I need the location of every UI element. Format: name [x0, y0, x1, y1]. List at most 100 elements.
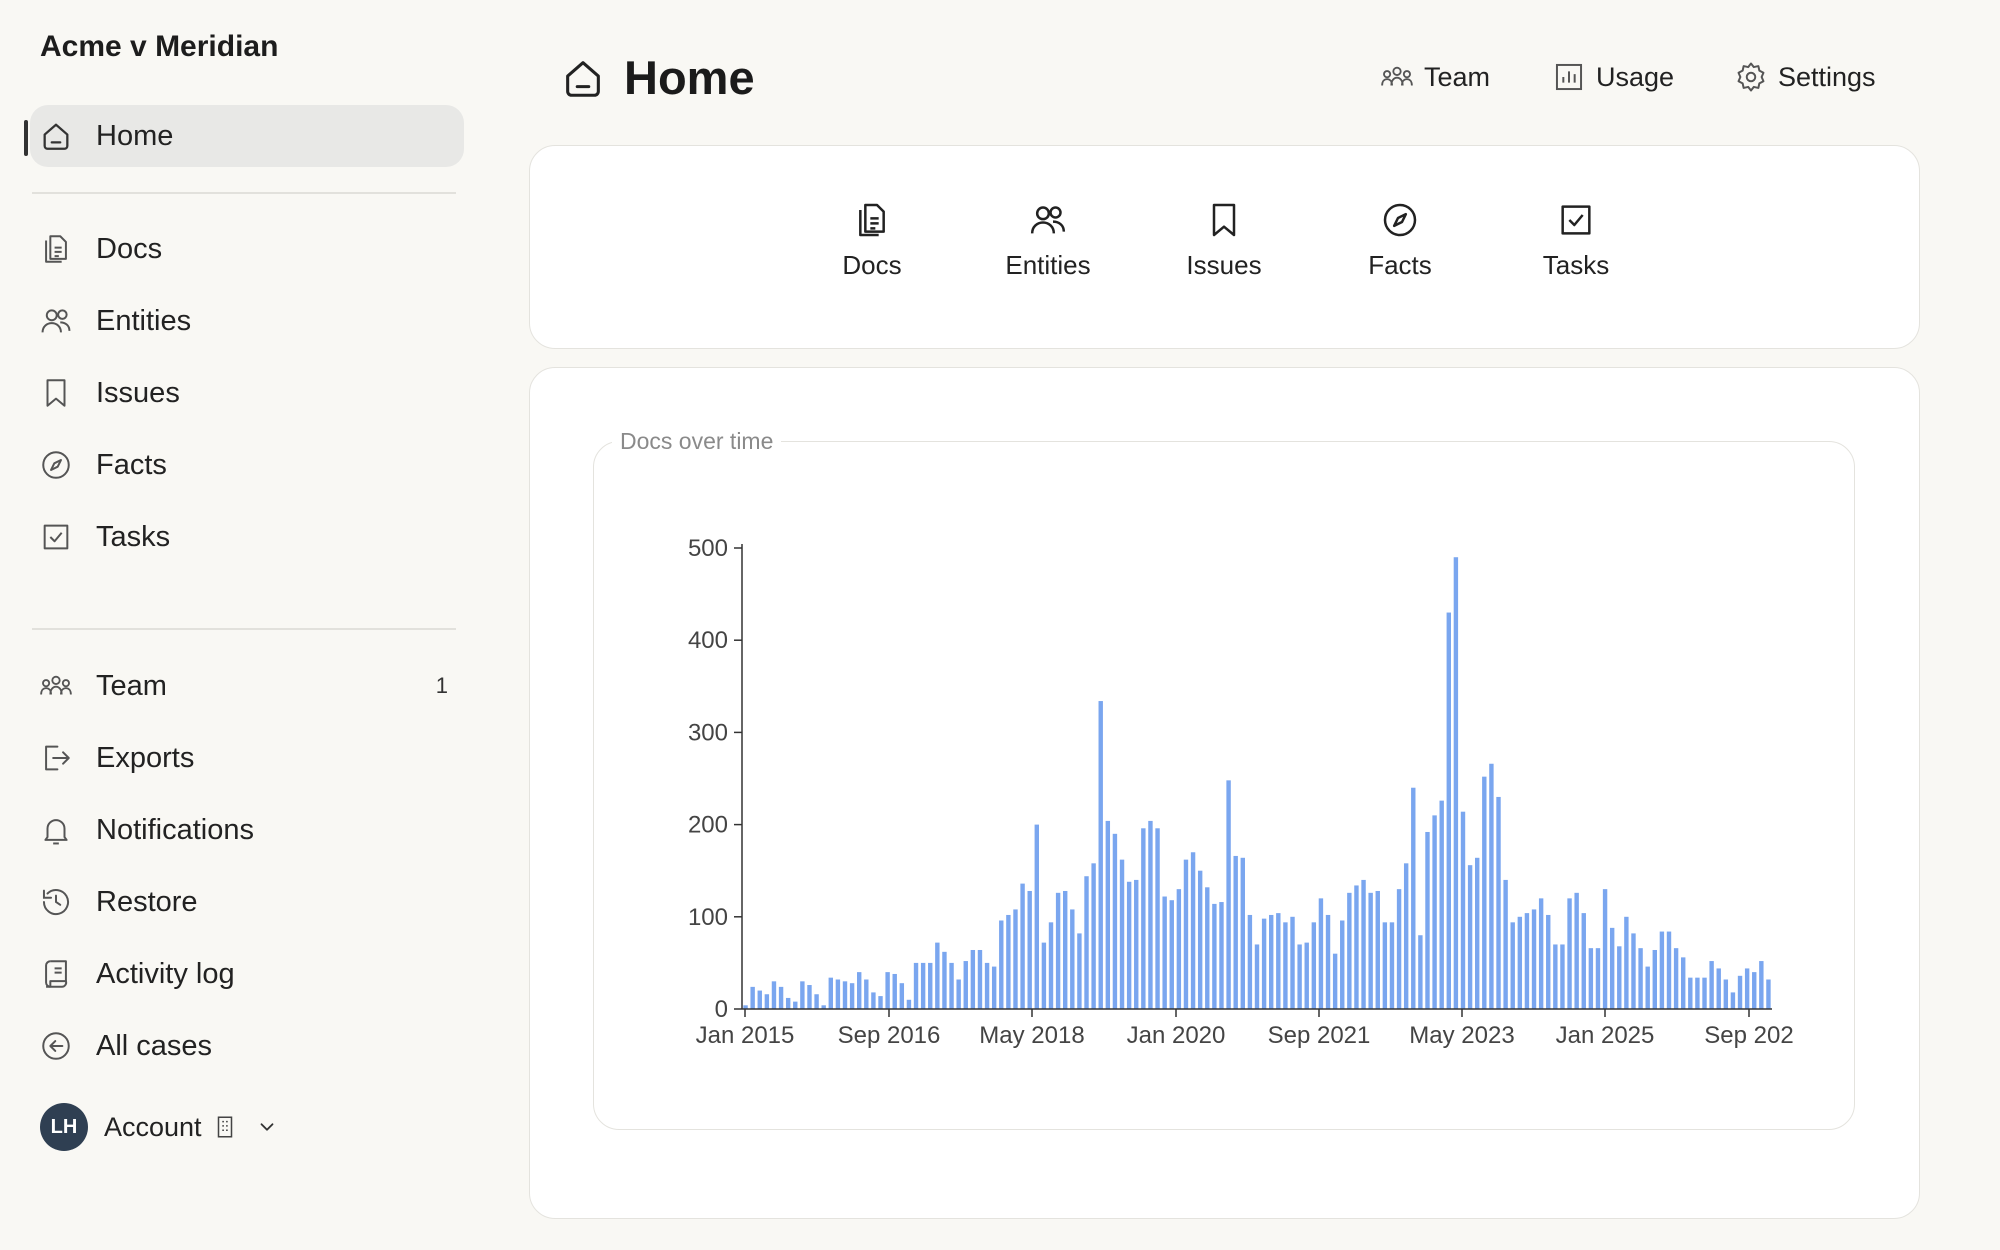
chart-bar — [1418, 935, 1423, 1009]
sidebar-item-label: Issues — [96, 376, 180, 409]
chart-bar — [913, 962, 919, 1009]
chart-bar — [999, 920, 1004, 1009]
chart-bar — [1439, 800, 1444, 1009]
export-icon — [38, 740, 74, 776]
sidebar: Acme v Meridian Home Docs Entities Issue… — [0, 0, 480, 1250]
chart-bar — [885, 972, 890, 1009]
x-tick-label: Jan 2025 — [1556, 1022, 1655, 1049]
sidebar-item-label: Facts — [96, 448, 167, 481]
chart-bar — [814, 994, 819, 1009]
sidebar-item-exports[interactable]: Exports — [30, 727, 464, 789]
usage-icon — [1555, 63, 1583, 91]
chart-bar — [1006, 914, 1011, 1009]
quick-link-entities[interactable]: Entities — [978, 200, 1118, 281]
chart-bar — [1134, 879, 1139, 1009]
header-link-label: Usage — [1596, 61, 1675, 92]
y-tick-label: 0 — [715, 996, 728, 1023]
quick-link-facts[interactable]: Facts — [1330, 200, 1470, 281]
chart-bar — [1730, 992, 1736, 1009]
chart-bar — [1709, 961, 1714, 1009]
chart-bar — [1723, 979, 1729, 1009]
gear-icon — [1737, 62, 1765, 92]
account-menu[interactable]: LH Account — [40, 1103, 278, 1151]
chart-bar — [1205, 887, 1210, 1009]
chart-bar — [1453, 557, 1459, 1009]
chart-bar — [1063, 890, 1068, 1009]
sidebar-item-restore[interactable]: Restore — [30, 871, 464, 933]
team-icon — [38, 668, 74, 704]
chart-bar — [821, 1005, 826, 1009]
chart-bar — [1176, 889, 1182, 1009]
sidebar-item-docs[interactable]: Docs — [30, 218, 464, 280]
docs-icon — [859, 203, 885, 237]
chart-card — [529, 367, 1920, 1219]
chart-bar — [1681, 957, 1686, 1009]
quick-link-issues[interactable]: Issues — [1154, 200, 1294, 281]
chart-bar — [1112, 833, 1118, 1009]
chart-bar — [899, 983, 905, 1009]
quick-link-tasks[interactable]: Tasks — [1506, 200, 1646, 281]
chart-bar — [963, 961, 968, 1009]
sidebar-item-label: Team — [96, 669, 167, 702]
chart-bar — [1688, 977, 1693, 1009]
active-indicator — [24, 120, 28, 156]
chart-bar — [1283, 922, 1288, 1009]
chart-bar — [1631, 933, 1636, 1009]
sidebar-item-team[interactable]: Team 1 — [30, 655, 464, 717]
quick-link-label: Entities — [1005, 250, 1091, 280]
header-usage-link[interactable]: Usage — [1552, 60, 1674, 94]
chart-bar — [828, 977, 833, 1009]
chart-bar — [1737, 975, 1743, 1009]
chart-bar — [1617, 946, 1622, 1009]
chart-bar — [1190, 852, 1196, 1009]
chart-bar — [1077, 933, 1082, 1009]
chart-bar — [1496, 796, 1501, 1009]
y-tick-label: 300 — [688, 719, 728, 746]
chart-bar — [1382, 922, 1388, 1009]
brand-title: Acme v Meridian — [40, 30, 279, 63]
sidebar-item-notifications[interactable]: Notifications — [30, 799, 464, 861]
sidebar-item-facts[interactable]: Facts — [30, 434, 464, 496]
chart-bar — [1645, 966, 1650, 1009]
sidebar-item-entities[interactable]: Entities — [30, 290, 464, 352]
chart-bar — [928, 962, 933, 1009]
sidebar-item-label: Entities — [96, 304, 192, 337]
chart-bar — [892, 973, 897, 1009]
x-tick-label: May 2023 — [1409, 1022, 1514, 1049]
chart-bar — [1141, 828, 1146, 1009]
chart-bar — [1290, 916, 1295, 1009]
header-settings-link[interactable]: Settings — [1734, 60, 1876, 94]
chart-bar — [849, 983, 855, 1009]
chart-bar — [878, 996, 883, 1009]
chart-bar — [1233, 855, 1238, 1009]
chart-bar — [1375, 890, 1380, 1009]
chart-bar — [1517, 916, 1523, 1009]
chart-bar — [1560, 944, 1565, 1009]
sidebar-item-all-cases[interactable]: All cases — [30, 1015, 464, 1077]
chart-bar — [1247, 914, 1253, 1009]
chart-bar — [1588, 948, 1594, 1009]
chart-bar — [1034, 824, 1039, 1009]
chart-bar — [1752, 972, 1757, 1009]
quick-link-docs[interactable]: Docs — [802, 200, 942, 281]
chart-bar — [1602, 889, 1608, 1009]
chart-bar — [1269, 914, 1274, 1009]
header-team-link[interactable]: Team — [1380, 60, 1490, 94]
sidebar-item-tasks[interactable]: Tasks — [30, 506, 464, 568]
chart-bar — [1538, 898, 1544, 1009]
sidebar-divider — [32, 192, 456, 194]
users-icon — [38, 303, 74, 339]
sidebar-item-activity-log[interactable]: Activity log — [30, 943, 464, 1005]
chart-bar — [1318, 898, 1324, 1009]
sidebar-item-home[interactable]: Home — [30, 105, 464, 167]
chart-bar — [1695, 977, 1700, 1009]
avatar: LH — [40, 1103, 88, 1151]
sidebar-item-issues[interactable]: Issues — [30, 362, 464, 424]
header-link-label: Team — [1424, 61, 1491, 92]
compass-icon — [1383, 203, 1417, 237]
chart-bar — [757, 990, 762, 1009]
chart-bar — [1226, 780, 1231, 1009]
chart-bar — [1546, 914, 1551, 1009]
restore-icon — [38, 884, 74, 920]
back-circle-icon — [38, 1028, 74, 1064]
